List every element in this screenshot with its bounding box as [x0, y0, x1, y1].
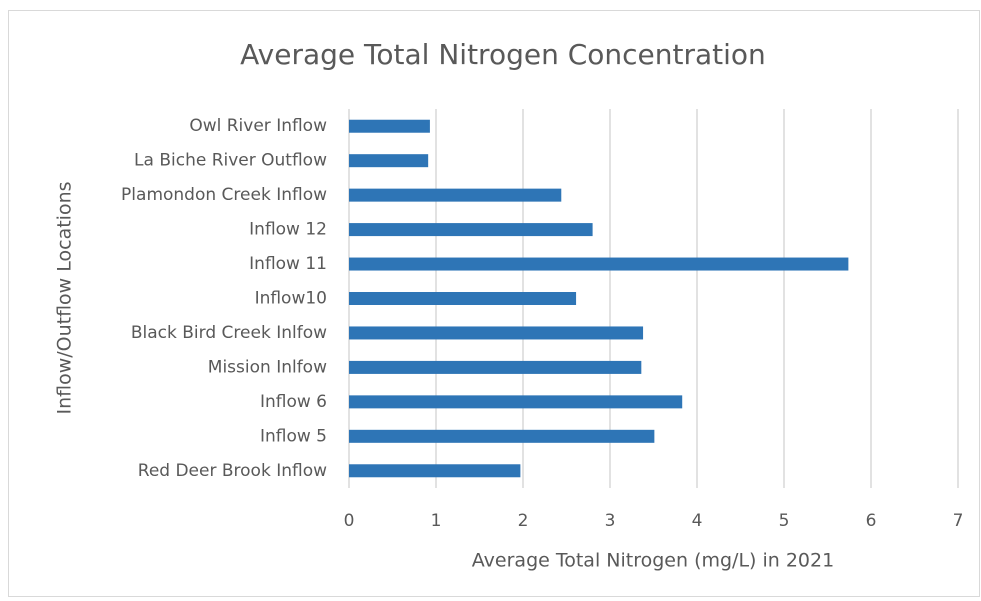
y-tick-label: La Biche River Outflow: [134, 151, 327, 171]
y-tick-label: Owl River Inflow: [189, 116, 327, 136]
chart-title: Average Total Nitrogen Concentration: [240, 38, 766, 71]
bar: [349, 395, 683, 409]
bar: [349, 257, 849, 271]
bar: [349, 188, 562, 202]
x-tick-label: 6: [866, 511, 877, 531]
x-tick-label: 0: [344, 511, 355, 531]
bar: [349, 292, 577, 305]
x-tick-label: 7: [953, 511, 964, 531]
x-tick-label: 2: [518, 511, 529, 531]
x-tick-label: 4: [692, 511, 703, 531]
y-axis-title: Inflow/Outflow Locations: [54, 181, 76, 414]
y-tick-label: Inflow 5: [260, 426, 327, 446]
y-tick-label: Inflow 6: [260, 392, 327, 412]
bar: [349, 429, 655, 443]
y-tick-label: Inflow 11: [249, 254, 327, 274]
y-tick-label: Red Deer Brook Inflow: [138, 461, 327, 481]
y-tick-label: Mission Inlfow: [208, 357, 327, 377]
y-tick-label: Plamondon Creek Inflow: [121, 185, 327, 205]
bar: [349, 464, 521, 478]
x-tick-label: 3: [605, 511, 616, 531]
y-tick-label: Inflow 12: [249, 220, 327, 240]
x-tick-label: 1: [431, 511, 442, 531]
y-tick-label: Black Bird Creek Inlfow: [131, 323, 327, 343]
bar: [349, 154, 429, 168]
bar: [349, 119, 430, 133]
y-tick-label: Inflow10: [255, 289, 327, 309]
x-axis-title: Average Total Nitrogen (mg/L) in 2021: [472, 550, 834, 572]
bar: [349, 326, 644, 340]
bar: [349, 360, 642, 374]
x-tick-label: 5: [779, 511, 790, 531]
bar: [349, 223, 593, 237]
